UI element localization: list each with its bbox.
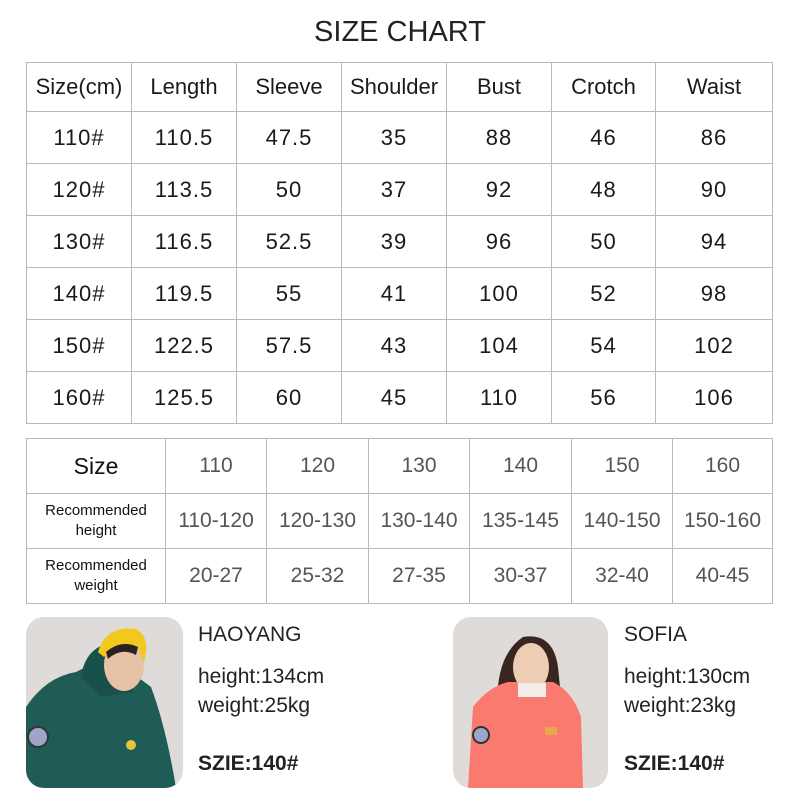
table-row: 150# 122.5 57.5 43 104 54 102 bbox=[26, 319, 773, 372]
measurement-cell: 94 bbox=[655, 215, 773, 268]
weight-cell: 25-32 bbox=[266, 548, 369, 604]
weight-label: Recommended weight bbox=[26, 548, 166, 604]
height-cell: 140-150 bbox=[571, 493, 673, 549]
measurement-cell: 88 bbox=[446, 111, 552, 164]
column-header: Size(cm) bbox=[26, 62, 132, 112]
column-header: Waist bbox=[655, 62, 773, 112]
measurement-cell: 119.5 bbox=[131, 267, 237, 320]
height-row: Recommended height 110-120 120-130 130-1… bbox=[26, 493, 773, 549]
table-row: 110# 110.5 47.5 35 88 46 86 bbox=[26, 111, 773, 164]
model-height: height:134cm bbox=[198, 665, 325, 688]
measurement-cell: 45 bbox=[341, 371, 447, 424]
size-cell: 140 bbox=[469, 438, 572, 494]
measurement-cell: 39 bbox=[341, 215, 447, 268]
table-row: 140# 119.5 55 41 100 52 98 bbox=[26, 267, 773, 320]
size-row: Size 110 120 130 140 150 160 bbox=[26, 438, 773, 494]
column-header: Crotch bbox=[551, 62, 656, 112]
measurement-cell: 46 bbox=[551, 111, 656, 164]
measurement-cell: 102 bbox=[655, 319, 773, 372]
measurement-cell: 37 bbox=[341, 163, 447, 216]
measurement-cell: 48 bbox=[551, 163, 656, 216]
page-title: SIZE CHART bbox=[314, 16, 486, 48]
model-name: SOFIA bbox=[624, 623, 688, 646]
column-header: Length bbox=[131, 62, 237, 112]
table-row: 160# 125.5 60 45 110 56 106 bbox=[26, 371, 773, 424]
measurement-cell: 98 bbox=[655, 267, 773, 320]
measurement-cell: 86 bbox=[655, 111, 773, 164]
measurement-cell: 55 bbox=[236, 267, 342, 320]
weight-row: Recommended weight 20-27 25-32 27-35 30-… bbox=[26, 548, 773, 604]
height-cell: 135-145 bbox=[469, 493, 572, 549]
model-name: HAOYANG bbox=[198, 623, 302, 646]
measurement-cell: 60 bbox=[236, 371, 342, 424]
measurement-cell: 110.5 bbox=[131, 111, 237, 164]
measurement-table: Size(cm) Length Sleeve Shoulder Bust Crotch Wa… bbox=[26, 62, 773, 424]
size-cell: 110# bbox=[26, 111, 132, 164]
model-photo-haoyang bbox=[26, 617, 183, 788]
height-cell: 110-120 bbox=[165, 493, 267, 549]
size-label: Size bbox=[26, 438, 166, 494]
size-cell: 160 bbox=[672, 438, 773, 494]
measurement-cell: 110 bbox=[446, 371, 552, 424]
measurement-cell: 116.5 bbox=[131, 215, 237, 268]
measurement-cell: 96 bbox=[446, 215, 552, 268]
weight-cell: 30-37 bbox=[469, 548, 572, 604]
measurement-cell: 43 bbox=[341, 319, 447, 372]
size-cell: 150# bbox=[26, 319, 132, 372]
height-cell: 120-130 bbox=[266, 493, 369, 549]
model-size: SZIE:140# bbox=[624, 752, 725, 775]
size-cell: 120 bbox=[266, 438, 369, 494]
weight-cell: 27-35 bbox=[368, 548, 470, 604]
measurement-cell: 125.5 bbox=[131, 371, 237, 424]
size-cell: 140# bbox=[26, 267, 132, 320]
column-header: Sleeve bbox=[236, 62, 342, 112]
weight-cell: 20-27 bbox=[165, 548, 267, 604]
weight-cell: 32-40 bbox=[571, 548, 673, 604]
height-label: Recommended height bbox=[26, 493, 166, 549]
model-weight: weight:23kg bbox=[624, 694, 737, 717]
size-cell: 120# bbox=[26, 163, 132, 216]
model-height: height:130cm bbox=[624, 665, 751, 688]
measurement-cell: 52.5 bbox=[236, 215, 342, 268]
measurement-cell: 35 bbox=[341, 111, 447, 164]
measurement-cell: 47.5 bbox=[236, 111, 342, 164]
height-cell: 130-140 bbox=[368, 493, 470, 549]
model-photo-sofia bbox=[453, 617, 608, 788]
table-row: 130# 116.5 52.5 39 96 50 94 bbox=[26, 215, 773, 268]
column-header: Shoulder bbox=[341, 62, 447, 112]
measurement-cell: 113.5 bbox=[131, 163, 237, 216]
measurement-cell: 50 bbox=[551, 215, 656, 268]
measurement-cell: 50 bbox=[236, 163, 342, 216]
measurement-cell: 41 bbox=[341, 267, 447, 320]
measurement-cell: 56 bbox=[551, 371, 656, 424]
column-header: Bust bbox=[446, 62, 552, 112]
measurement-cell: 90 bbox=[655, 163, 773, 216]
size-cell: 160# bbox=[26, 371, 132, 424]
model-size: SZIE:140# bbox=[198, 752, 299, 775]
height-cell: 150-160 bbox=[672, 493, 773, 549]
size-cell: 110 bbox=[165, 438, 267, 494]
measurement-cell: 104 bbox=[446, 319, 552, 372]
header-row: Size(cm) Length Sleeve Shoulder Bust Crotch Wa… bbox=[26, 62, 773, 112]
recommendation-table: Size 110 120 130 140 150 160 Recommended… bbox=[26, 438, 773, 604]
measurement-cell: 52 bbox=[551, 267, 656, 320]
measurement-cell: 106 bbox=[655, 371, 773, 424]
weight-cell: 40-45 bbox=[672, 548, 773, 604]
measurement-cell: 92 bbox=[446, 163, 552, 216]
model-weight: weight:25kg bbox=[198, 694, 311, 717]
size-cell: 130# bbox=[26, 215, 132, 268]
measurement-cell: 122.5 bbox=[131, 319, 237, 372]
measurement-cell: 57.5 bbox=[236, 319, 342, 372]
table-row: 120# 113.5 50 37 92 48 90 bbox=[26, 163, 773, 216]
measurement-cell: 54 bbox=[551, 319, 656, 372]
size-cell: 150 bbox=[571, 438, 673, 494]
size-cell: 130 bbox=[368, 438, 470, 494]
measurement-cell: 100 bbox=[446, 267, 552, 320]
